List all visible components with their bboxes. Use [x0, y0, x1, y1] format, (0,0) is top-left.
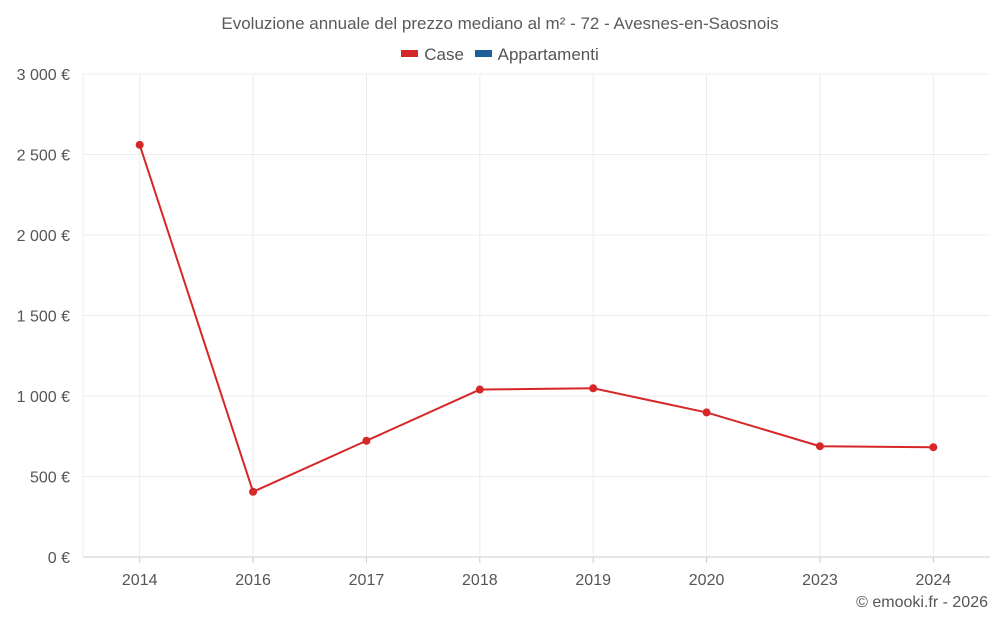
y-tick-label: 500 €	[30, 470, 70, 487]
data-point	[929, 443, 938, 452]
data-point	[135, 140, 144, 149]
legend-item-appartamenti[interactable]: Appartamenti	[474, 45, 599, 65]
x-tick-label: 2016	[235, 572, 271, 589]
legend-item-case[interactable]: Case	[401, 45, 464, 65]
legend-label-case: Case	[424, 45, 464, 64]
x-tick-label: 2024	[916, 572, 952, 589]
legend-label-appartamenti: Appartamenti	[497, 45, 599, 64]
y-tick-label: 2 500 €	[17, 148, 70, 165]
series-line-case	[138, 144, 934, 493]
data-point	[249, 487, 258, 496]
x-tick-label: 2014	[122, 572, 158, 589]
x-tick-label: 2019	[575, 572, 611, 589]
data-point	[589, 384, 598, 393]
x-tick-label: 2018	[462, 572, 498, 589]
legend-swatch-appartamenti	[474, 50, 492, 58]
y-tick-label: 1 500 €	[17, 309, 70, 326]
credit-text: © emooki.fr - 2026	[856, 594, 988, 611]
y-tick-label: 2 000 €	[17, 228, 70, 245]
data-point	[362, 436, 371, 445]
legend: Case Appartamenti	[0, 45, 1000, 65]
data-point	[475, 385, 484, 394]
data-point	[702, 408, 711, 417]
x-tick-label: 2017	[349, 572, 385, 589]
x-tick-label: 2020	[689, 572, 725, 589]
legend-swatch-case	[401, 50, 419, 58]
y-tick-label: 3 000 €	[17, 67, 70, 84]
x-tick-label: 2023	[802, 572, 838, 589]
y-tick-label: 0 €	[48, 550, 70, 567]
chart-title: Evoluzione annuale del prezzo mediano al…	[221, 14, 779, 33]
y-tick-label: 1 000 €	[17, 389, 70, 406]
data-point	[815, 442, 824, 451]
